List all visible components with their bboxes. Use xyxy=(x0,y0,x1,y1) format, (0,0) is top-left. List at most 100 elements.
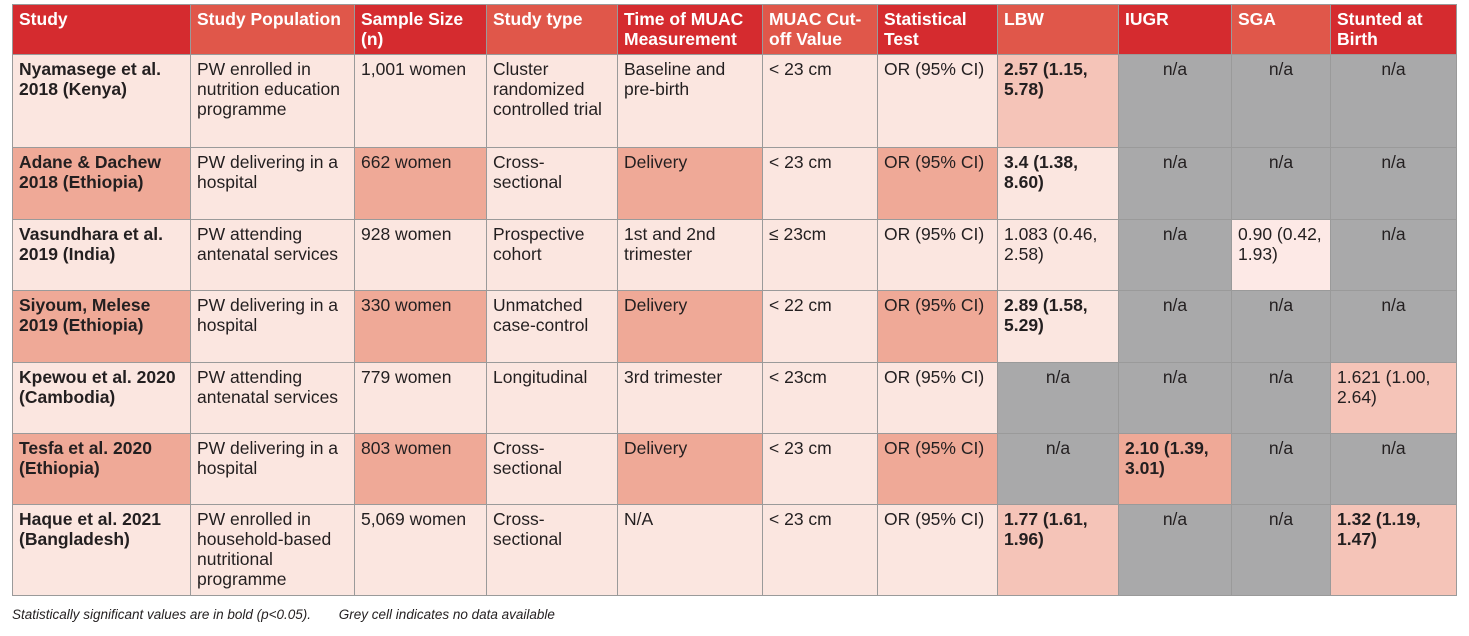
cell-test: OR (95% CI) xyxy=(877,362,998,434)
cell-test: OR (95% CI) xyxy=(877,147,998,220)
header-sample-size: Sample Size (n) xyxy=(354,4,487,55)
table-row: Nyamasege et al. 2018 (Kenya) PW enrolle… xyxy=(12,54,1457,148)
table-row: Siyoum, Melese 2019 (Ethiopia) PW delive… xyxy=(12,290,1457,363)
cell-sga: n/a xyxy=(1231,433,1331,505)
cell-stunted: n/a xyxy=(1330,219,1457,291)
cell-time: N/A xyxy=(617,504,763,596)
cell-time: Baseline and pre-birth xyxy=(617,54,763,148)
cell-study-type: Prospective cohort xyxy=(486,219,618,291)
cell-stunted: n/a xyxy=(1330,433,1457,505)
header-iugr: IUGR xyxy=(1118,4,1232,55)
table-row: Adane & Dachew 2018 (Ethiopia) PW delive… xyxy=(12,147,1457,220)
cell-population: PW attending antenatal services xyxy=(190,362,355,434)
cell-stunted: n/a xyxy=(1330,290,1457,363)
cell-lbw: n/a xyxy=(997,433,1119,505)
cell-test: OR (95% CI) xyxy=(877,219,998,291)
cell-study-type: Cross-sectional xyxy=(486,147,618,220)
cell-cutoff: < 23 cm xyxy=(762,504,878,596)
cell-time: 3rd trimester xyxy=(617,362,763,434)
cell-study-type: Cross-sectional xyxy=(486,504,618,596)
cell-iugr: n/a xyxy=(1118,54,1232,148)
cell-sga: n/a xyxy=(1231,362,1331,434)
cell-study: Nyamasege et al. 2018 (Kenya) xyxy=(12,54,191,148)
cell-sample-size: 928 women xyxy=(354,219,487,291)
cell-sample-size: 779 women xyxy=(354,362,487,434)
muac-studies-table: Study Study Population Sample Size (n) S… xyxy=(12,4,1457,596)
cell-lbw: n/a xyxy=(997,362,1119,434)
cell-test: OR (95% CI) xyxy=(877,433,998,505)
cell-study: Haque et al. 2021 (Bangladesh) xyxy=(12,504,191,596)
cell-iugr: n/a xyxy=(1118,290,1232,363)
cell-sga: n/a xyxy=(1231,290,1331,363)
cell-study: Kpewou et al. 2020 (Cambodia) xyxy=(12,362,191,434)
cell-sample-size: 803 women xyxy=(354,433,487,505)
cell-cutoff: < 23 cm xyxy=(762,147,878,220)
cell-study-type: Unmatched case-control xyxy=(486,290,618,363)
table-row: Kpewou et al. 2020 (Cambodia) PW attendi… xyxy=(12,362,1457,434)
header-stunted-at-birth: Stunted at Birth xyxy=(1330,4,1457,55)
cell-sga: n/a xyxy=(1231,54,1331,148)
header-time-of-measurement: Time of MUAC Measurement xyxy=(617,4,763,55)
cell-population: PW delivering in a hospital xyxy=(190,147,355,220)
cell-stunted: 1.621 (1.00, 2.64) xyxy=(1330,362,1457,434)
cell-time: Delivery xyxy=(617,147,763,220)
header-row: Study Study Population Sample Size (n) S… xyxy=(12,4,1457,55)
cell-lbw: 3.4 (1.38, 8.60) xyxy=(997,147,1119,220)
cell-study-type: Cross-sectional xyxy=(486,433,618,505)
header-cutoff-value: MUAC Cut-off Value xyxy=(762,4,878,55)
header-statistical-test: Statistical Test xyxy=(877,4,998,55)
header-study: Study xyxy=(12,4,191,55)
cell-population: PW delivering in a hospital xyxy=(190,433,355,505)
cell-time: Delivery xyxy=(617,290,763,363)
cell-study: Adane & Dachew 2018 (Ethiopia) xyxy=(12,147,191,220)
cell-study: Vasundhara et al. 2019 (India) xyxy=(12,219,191,291)
cell-iugr: n/a xyxy=(1118,147,1232,220)
cell-test: OR (95% CI) xyxy=(877,290,998,363)
cell-iugr: 2.10 (1.39, 3.01) xyxy=(1118,433,1232,505)
cell-cutoff: ≤ 23cm xyxy=(762,219,878,291)
cell-population: PW enrolled in nutrition education progr… xyxy=(190,54,355,148)
footnote-significance: Statistically significant values are in … xyxy=(12,607,312,622)
cell-time: Delivery xyxy=(617,433,763,505)
cell-study-type: Longitudinal xyxy=(486,362,618,434)
cell-lbw: 1.083 (0.46, 2.58) xyxy=(997,219,1119,291)
cell-lbw: 2.57 (1.15, 5.78) xyxy=(997,54,1119,148)
cell-sga: n/a xyxy=(1231,147,1331,220)
cell-sample-size: 662 women xyxy=(354,147,487,220)
header-study-type: Study type xyxy=(486,4,618,55)
cell-cutoff: < 23cm xyxy=(762,362,878,434)
cell-stunted: n/a xyxy=(1330,147,1457,220)
cell-sample-size: 330 women xyxy=(354,290,487,363)
cell-study-type: Cluster randomized controlled trial xyxy=(486,54,618,148)
header-study-population: Study Population xyxy=(190,4,355,55)
table-row: Haque et al. 2021 (Bangladesh) PW enroll… xyxy=(12,504,1457,596)
cell-study: Siyoum, Melese 2019 (Ethiopia) xyxy=(12,290,191,363)
table-row: Vasundhara et al. 2019 (India) PW attend… xyxy=(12,219,1457,291)
cell-lbw: 2.89 (1.58, 5.29) xyxy=(997,290,1119,363)
table-container: Study Study Population Sample Size (n) S… xyxy=(12,4,1457,596)
table-row: Tesfa et al. 2020 (Ethiopia) PW deliveri… xyxy=(12,433,1457,505)
cell-time: 1st and 2nd trimester xyxy=(617,219,763,291)
cell-iugr: n/a xyxy=(1118,362,1232,434)
cell-sample-size: 5,069 women xyxy=(354,504,487,596)
cell-iugr: n/a xyxy=(1118,504,1232,596)
cell-stunted: n/a xyxy=(1330,54,1457,148)
cell-population: PW enrolled in household-based nutrition… xyxy=(190,504,355,596)
cell-iugr: n/a xyxy=(1118,219,1232,291)
cell-sample-size: 1,001 women xyxy=(354,54,487,148)
cell-sga: 0.90 (0.42, 1.93) xyxy=(1231,219,1331,291)
footnote-grey-cells: Grey cell indicates no data available xyxy=(338,607,555,622)
cell-sga: n/a xyxy=(1231,504,1331,596)
table-footnotes: Statistically significant values are in … xyxy=(12,607,579,622)
cell-test: OR (95% CI) xyxy=(877,54,998,148)
cell-cutoff: < 23 cm xyxy=(762,54,878,148)
cell-population: PW attending antenatal services xyxy=(190,219,355,291)
cell-population: PW delivering in a hospital xyxy=(190,290,355,363)
header-sga: SGA xyxy=(1231,4,1331,55)
cell-test: OR (95% CI) xyxy=(877,504,998,596)
cell-lbw: 1.77 (1.61, 1.96) xyxy=(997,504,1119,596)
header-lbw: LBW xyxy=(997,4,1119,55)
cell-stunted: 1.32 (1.19, 1.47) xyxy=(1330,504,1457,596)
cell-cutoff: < 22 cm xyxy=(762,290,878,363)
cell-study: Tesfa et al. 2020 (Ethiopia) xyxy=(12,433,191,505)
